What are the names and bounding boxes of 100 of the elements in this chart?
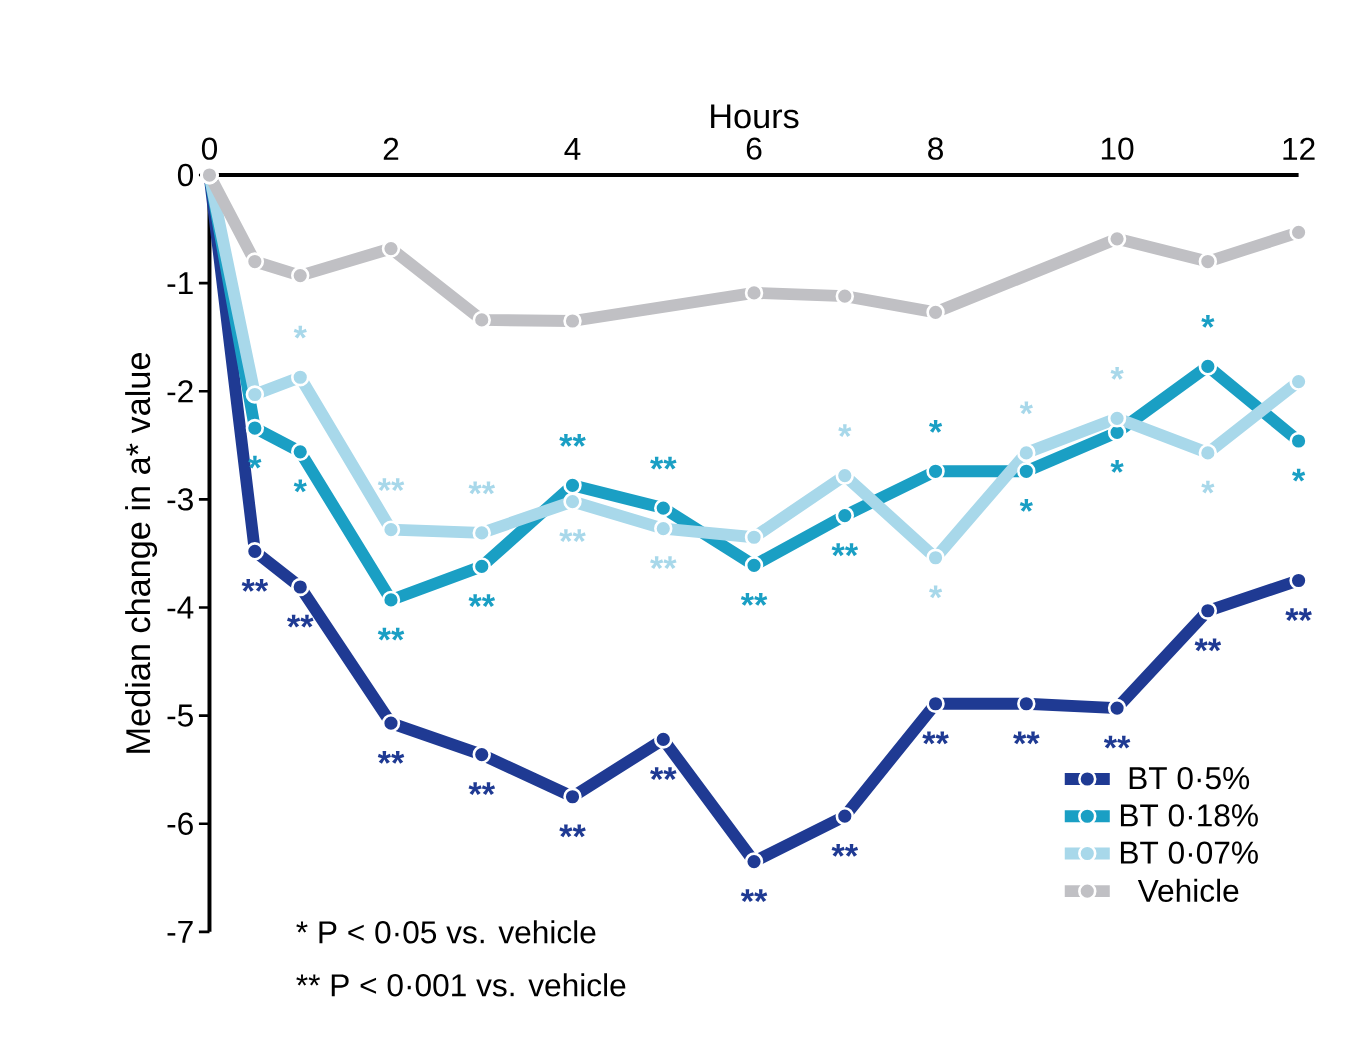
point	[1289, 223, 1308, 242]
annotation: **	[1013, 731, 1040, 745]
point	[1107, 409, 1127, 428]
point	[245, 385, 265, 404]
annotation: *	[293, 326, 307, 339]
x-tick-label: 12	[1283, 137, 1315, 161]
annotation: *	[1110, 367, 1124, 380]
y-tick-label: -5	[167, 704, 193, 727]
point	[744, 283, 764, 303]
annotation: **	[1285, 608, 1312, 622]
annotation: **	[468, 594, 496, 608]
point	[1107, 699, 1127, 718]
x-tick-label: 2	[383, 137, 399, 161]
point	[926, 548, 945, 568]
annotation: **	[922, 731, 949, 745]
legend-label: BT 0·18%	[1120, 804, 1258, 827]
y-tick-label: 0	[177, 164, 194, 187]
point	[472, 310, 491, 330]
annotation: **	[740, 889, 768, 903]
point	[744, 556, 764, 575]
point	[1017, 443, 1036, 463]
point	[926, 462, 945, 481]
point	[381, 239, 401, 258]
legend-label: Vehicle	[1137, 878, 1239, 903]
annotation: **	[650, 456, 677, 470]
point	[291, 442, 310, 462]
annotation: **	[1103, 736, 1131, 749]
annotation: **	[740, 593, 768, 607]
annotation: *	[838, 424, 852, 438]
annotation: **	[241, 579, 269, 593]
y-axis-title: Median change in a* value	[125, 353, 158, 753]
legend-label: BT 0·07%	[1120, 841, 1258, 865]
y-tick-label: -6	[167, 812, 193, 836]
y-tick-label: -4	[167, 596, 194, 619]
point	[744, 852, 764, 872]
annotation: **	[468, 782, 496, 796]
point	[1198, 443, 1218, 463]
annotation: * P < 0·05 vs. vehicle	[296, 920, 596, 944]
x-tick-label: 10	[1101, 137, 1134, 161]
y-tick-label: -2	[167, 380, 193, 403]
point	[381, 590, 401, 610]
annotation: **	[650, 767, 677, 781]
point	[291, 368, 310, 387]
annotation: **	[286, 614, 314, 628]
annotation: **	[377, 478, 405, 492]
x-tick-label: 4	[564, 138, 581, 161]
text: ** P < 0·001 vs. vehicle	[296, 973, 626, 997]
point	[1289, 431, 1308, 451]
point	[835, 287, 855, 306]
x-tick-label: 0	[201, 137, 218, 161]
annotation: *	[1201, 480, 1215, 494]
point	[1017, 694, 1036, 714]
y-tick-label: -7	[167, 921, 193, 943]
annotation: *	[928, 585, 943, 599]
annotation: **	[377, 627, 405, 641]
x-tick-label: 8	[928, 137, 943, 161]
x-axis-title: Hours	[711, 104, 799, 129]
annotation: *	[1110, 460, 1124, 474]
point	[563, 476, 582, 495]
point	[291, 577, 310, 597]
point	[563, 492, 582, 511]
point	[835, 466, 855, 486]
point	[1107, 229, 1127, 249]
point	[1198, 252, 1218, 271]
annotation: *	[1292, 468, 1306, 482]
annotation: **	[377, 751, 405, 764]
annotation: **	[559, 529, 586, 543]
y-tick-label: -3	[167, 488, 193, 511]
point	[472, 745, 491, 764]
legend-label: BT 0·5%	[1129, 767, 1250, 790]
point	[654, 730, 673, 749]
point	[472, 557, 491, 576]
annotation: *	[293, 479, 307, 493]
annotation: *	[1201, 315, 1215, 329]
point	[245, 542, 265, 561]
point	[1198, 357, 1218, 376]
point	[1198, 601, 1218, 621]
point	[563, 311, 582, 331]
annotation: **	[468, 481, 496, 495]
annotation: **	[831, 543, 859, 557]
x-tick-label: 6	[746, 137, 762, 161]
point	[654, 519, 673, 539]
point	[744, 528, 764, 547]
point	[245, 252, 265, 271]
annotation: *	[928, 420, 943, 433]
point	[381, 520, 401, 540]
annotation: *	[1019, 401, 1033, 415]
point	[563, 787, 582, 807]
annotation: **	[559, 824, 586, 838]
annotation: **	[559, 434, 586, 447]
point	[835, 807, 855, 826]
point	[245, 419, 265, 438]
point	[291, 266, 310, 286]
point	[472, 523, 491, 543]
annotation: **	[1194, 638, 1222, 652]
y-tick-label: -1	[167, 272, 193, 295]
point	[381, 714, 401, 733]
annotation: **	[650, 556, 677, 570]
annotation: **	[831, 844, 859, 857]
annotation: *	[1019, 499, 1033, 512]
